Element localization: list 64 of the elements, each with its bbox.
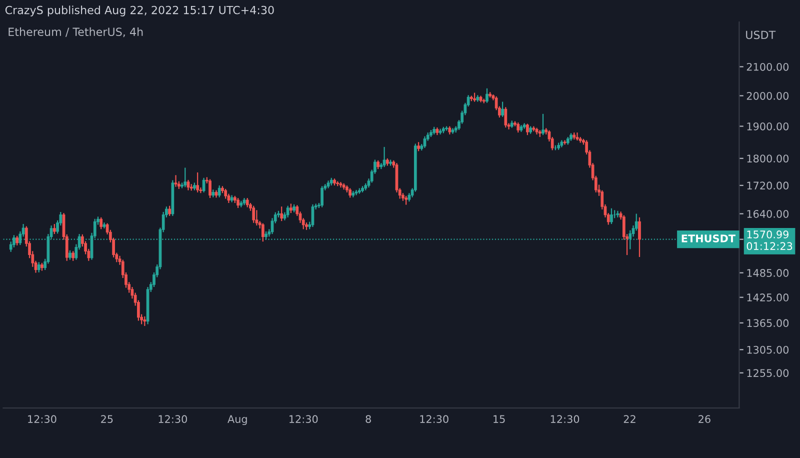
candlestick [542,113,544,136]
candlestick [100,216,103,230]
candlestick [196,172,200,193]
y-tick-label: 1720.00 [747,182,789,190]
candlestick [252,205,256,224]
candlestick [261,222,264,242]
candlestick [504,106,508,128]
y-tick-label: 1640.00 [747,210,789,218]
candlestick [289,203,292,214]
candlestick [52,223,56,235]
candlestick [320,186,324,208]
candlestick [501,101,504,118]
x-tick-label: 26 [698,415,710,424]
x-tick-label: Aug [228,415,247,426]
candlestick [286,205,290,218]
candlestick [417,142,420,152]
y-tick-label: 1365.00 [747,319,789,328]
candlestick [224,188,228,200]
candlestick [516,122,520,134]
candlestick [186,179,190,191]
x-tick-label: 8 [366,415,371,424]
candlestick [168,205,172,216]
candlestick [382,146,386,168]
candlestick [68,250,72,260]
x-tick-label: 12:30 [158,415,187,424]
candlestick [423,136,426,148]
chart-title: Ethereum / TetherUS, 4h [8,27,143,38]
x-tick-label: 22 [624,415,636,423]
candlestick [526,123,529,136]
candlestick [37,262,40,273]
ref-line-label: ETHUSDT [682,234,736,242]
candlestick [218,184,221,198]
candlestick [174,174,178,188]
candlestick [227,193,230,204]
y-tick-label: 1305.00 [747,346,789,354]
y-tick-label: 1255.00 [747,369,789,377]
x-tick-label: 12:30 [550,415,580,424]
y-tick-label: 1425.00 [747,294,789,302]
candlestick [143,316,146,327]
candlestick [72,250,75,262]
x-tick-label: 25 [101,415,113,424]
y-tick-label: 1485.00 [747,269,789,277]
x-tick-label: 12:30 [290,415,318,424]
y-tick-label: 1900.00 [747,122,789,130]
candlestick [610,208,613,225]
candlestick [208,178,212,199]
x-tick-label: 12:30 [420,415,448,424]
candlestick [563,140,566,146]
candlestick [16,235,19,246]
y-tick-label: 2000.00 [746,92,789,100]
y-axis-title: USDT [746,30,776,40]
candlestick [184,167,187,188]
candlestick [236,197,240,209]
candlestick [280,206,284,222]
candlestick [246,197,249,208]
candlestick [638,216,641,258]
y-tick-label: 1800.00 [747,154,789,162]
text: CrazyS published Aug 22, 2022 15:17 UTC+4:30 [5,6,274,16]
x-tick-label: 12:30 [28,415,56,424]
y-tick-label: 1570.99 01:12:23 [746,230,792,250]
x-tick-label: 15 [494,415,505,424]
candlestick [486,88,488,104]
y-tick-label: 2100.00 [746,62,789,71]
candlestick [348,188,352,198]
